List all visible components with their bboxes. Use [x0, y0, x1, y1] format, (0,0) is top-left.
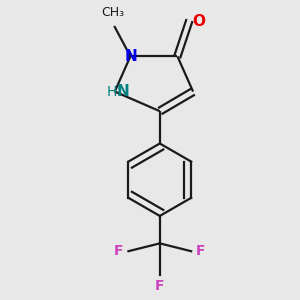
Text: F: F: [155, 280, 164, 293]
Text: O: O: [193, 14, 206, 28]
Text: H: H: [107, 85, 117, 99]
Text: F: F: [114, 244, 123, 258]
Text: N: N: [125, 49, 138, 64]
Text: CH₃: CH₃: [101, 6, 124, 19]
Text: F: F: [196, 244, 206, 258]
Text: N: N: [117, 84, 130, 99]
